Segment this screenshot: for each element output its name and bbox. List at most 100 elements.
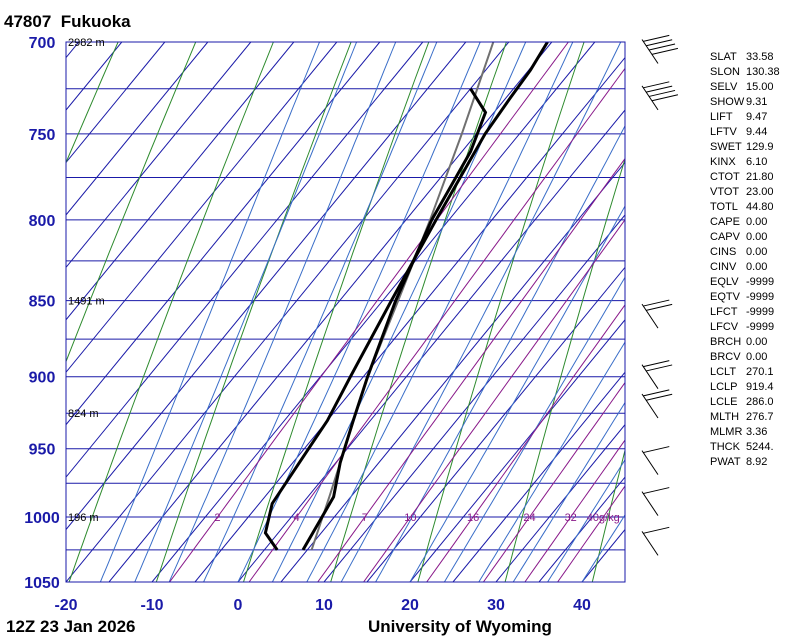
index-row: CAPV 0.00 [710, 230, 780, 245]
isotherm-line [452, 371, 625, 582]
index-name: LCLE [710, 396, 738, 408]
stability-indices: SLAT 33.58 SLON 130.38 SELV 15.00 SHOW 9.31 LIFT… [710, 50, 780, 470]
plot-area [66, 42, 625, 582]
index-row: CINS 0.00 [710, 245, 780, 260]
index-value: 286.0 [746, 396, 774, 408]
wind-barb [641, 446, 670, 475]
index-row: LCLP 919.4 [710, 380, 780, 395]
isotherm-line [66, 42, 510, 582]
mixing-ratio-label: 40g/kg [587, 512, 620, 524]
index-name: SLON [710, 66, 740, 78]
index-value: 8.92 [746, 456, 768, 468]
isotherm-line [66, 42, 80, 59]
index-name: LFCT [710, 306, 738, 318]
wind-barb-feather [646, 39, 673, 47]
moist-adiabat [203, 42, 438, 582]
wind-barb-staff [641, 39, 659, 64]
pressure-tick-label: 950 [29, 442, 56, 459]
isotherm-line [194, 56, 625, 582]
wind-barb-feather [643, 487, 670, 495]
dry-adiabat [243, 42, 430, 582]
dry-adiabat [68, 42, 274, 582]
moist-adiabat [547, 458, 625, 582]
isotherm-line [66, 42, 209, 216]
wind-barb [641, 299, 673, 329]
index-name: CTOT [710, 171, 740, 183]
index-name: PWAT [710, 456, 741, 468]
index-name: LCLT [710, 366, 737, 378]
dry-adiabat [66, 42, 119, 164]
index-row: EQLV -9999 [710, 275, 780, 290]
index-name: THCK [710, 441, 740, 453]
height-label: 1491 m [68, 296, 105, 308]
index-value: 919.4 [746, 381, 774, 393]
moist-adiabat [168, 42, 397, 582]
isotherm-line [66, 42, 424, 478]
index-row: CAPE 0.00 [710, 215, 780, 230]
index-row: LCLE 286.0 [710, 395, 780, 410]
isotherm-line [237, 109, 625, 582]
mixing-ratio-line [248, 67, 625, 582]
wind-barb-feather [648, 43, 676, 51]
index-name: SLAT [710, 51, 737, 63]
height-label: 2982 m [68, 37, 105, 49]
mixing-ratio-line [482, 381, 625, 582]
pressure-tick-label: 700 [29, 35, 56, 52]
dewpoint-line [301, 87, 488, 551]
index-name: SWET [710, 141, 742, 153]
index-row: VTOT 23.00 [710, 185, 780, 200]
index-value: -9999 [746, 276, 775, 288]
sounding-time: 12Z 23 Jan 2026 [6, 617, 136, 636]
mixing-ratio-label: 16 [467, 512, 479, 524]
pressure-tick-label: 900 [29, 370, 56, 387]
wind-barb-feather [651, 94, 679, 102]
mixing-ratio-line [169, 42, 569, 582]
index-row: BRCV 0.00 [710, 350, 780, 365]
isotherm-line [538, 476, 625, 582]
index-value: 3.36 [746, 426, 768, 438]
index-value: 0.00 [746, 246, 768, 258]
index-row: EQTV -9999 [710, 290, 780, 305]
mixing-ratio-label: 7 [362, 512, 368, 524]
index-row: THCK 5244. [710, 440, 780, 455]
index-name: BRCV [710, 351, 741, 363]
index-row: SELV 15.00 [710, 80, 780, 95]
moist-adiabat [306, 42, 574, 582]
index-value: 276.7 [746, 411, 774, 423]
index-value: 9.44 [746, 126, 768, 138]
temperature-tick-label: -10 [140, 597, 163, 614]
wind-barb-feather [651, 47, 679, 55]
height-label: 196 m [68, 512, 99, 524]
wind-barb-staff [641, 450, 659, 475]
moist-adiabat [134, 42, 358, 582]
moist-adiabat [512, 401, 625, 582]
isotherm-line [66, 42, 467, 531]
index-value: 21.80 [746, 171, 774, 183]
wind-barb-feather [643, 299, 670, 307]
index-name: SHOW [710, 96, 745, 108]
index-name: TOTL [710, 201, 738, 213]
pressure-tick-label: 750 [29, 127, 56, 144]
index-row: SHOW 9.31 [710, 95, 780, 110]
index-row: SLAT 33.58 [710, 50, 780, 65]
index-row: CTOT 21.80 [710, 170, 780, 185]
isotherm-line [323, 214, 625, 582]
wind-barb [641, 360, 673, 389]
wind-barb-feather [643, 389, 670, 397]
index-name: CINV [710, 261, 737, 273]
index-value: 130.38 [746, 66, 780, 78]
index-row: LFTV 9.44 [710, 125, 780, 140]
index-row: CINV 0.00 [710, 260, 780, 275]
index-row: BRCH 0.00 [710, 335, 780, 350]
temperature-tick-label: -20 [54, 597, 77, 614]
index-name: LFCV [710, 321, 739, 333]
temperature-tick-label: 0 [234, 597, 243, 614]
moist-adiabat [271, 42, 527, 582]
wind-barb-feather [643, 34, 670, 42]
wind-barb-staff [641, 393, 659, 419]
index-name: CINS [710, 246, 737, 258]
mixing-ratio-line [426, 304, 625, 582]
moist-adiabat [478, 341, 625, 582]
dry-adiabat [66, 42, 197, 363]
index-name: EQLV [710, 276, 739, 288]
